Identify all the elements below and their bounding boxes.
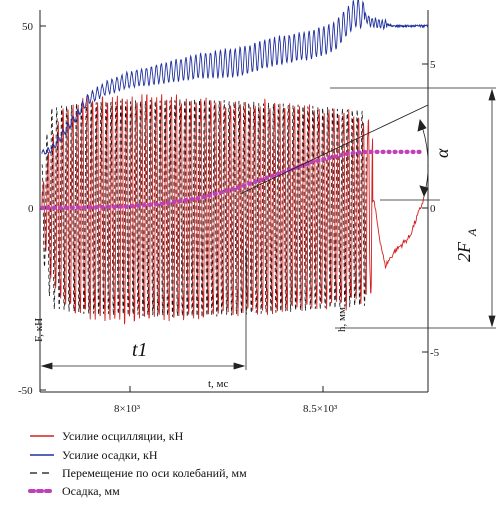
left-axis-label: F, кН [33,318,45,342]
left-tick-label: -50 [18,385,33,397]
angle-arc-head-top [417,119,427,132]
legend: Усилие осцилляции, кН Усилие осадки, кН … [28,429,247,498]
t1-label: t1 [132,339,148,361]
series-displacement [41,98,367,318]
t1-arrow-head-right [233,362,246,370]
legend-label-upset: Осадка, мм [62,484,120,498]
left-tick-label: 0 [28,203,34,215]
left-tick-label: 50 [22,21,34,33]
amplitude-label-sub: A [465,228,479,237]
legend-label-displacement: Перемещение по оси колебаний, мм [62,466,247,480]
right-axis-ticks: 5 0 -5 [422,59,440,359]
amplitude-label-main: 2F [454,241,474,262]
upset-force-line [41,0,429,155]
right-tick-label: 0 [430,203,436,215]
left-axis-ticks: 50 0 -50 [18,21,46,397]
amplitude-label: 2F A [454,228,479,262]
series-upset [39,149,426,211]
x-axis-label: t, мс [208,378,229,390]
displacement-line [41,98,367,318]
legend-label-upset-force: Усилие осадки, кН [62,448,158,462]
amplitude-arrow-head-top [488,88,496,101]
x-axis-ticks: 8×10³ 8.5×10³ [114,386,338,415]
right-tick-label: 5 [430,59,436,71]
angle-ray [239,104,429,195]
amplitude-arrow-head-bottom [488,315,496,328]
right-axis-label: h, мм [336,307,348,332]
x-tick-label: 8.5×10³ [303,403,338,415]
angle-arc [419,119,429,197]
angle-label: α [432,148,452,158]
annotation-guides [39,87,496,370]
upset-line [39,149,426,211]
legend-label-oscillation: Усилие осцилляции, кН [62,429,184,443]
series-upset-force [41,0,429,155]
angle-arc-head [419,185,429,197]
x-tick-label: 8×10³ [114,403,141,415]
right-tick-label: -5 [430,347,440,359]
t1-arrow-head-left [40,362,53,370]
